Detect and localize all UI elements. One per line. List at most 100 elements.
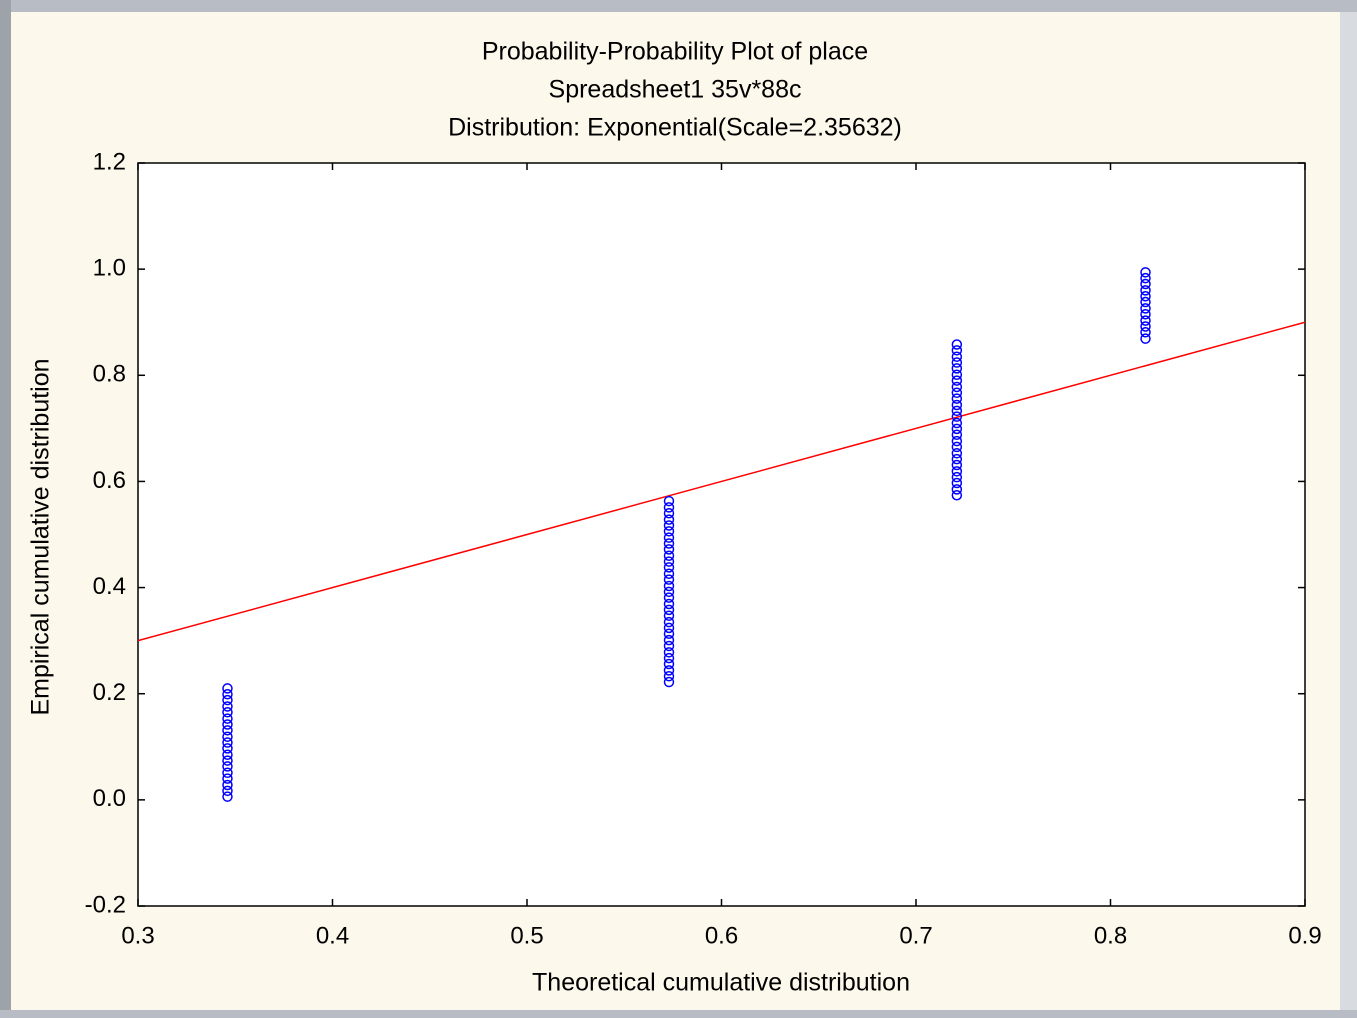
data-point [951, 453, 963, 465]
data-point [663, 652, 675, 664]
data-point [1140, 278, 1151, 290]
data-point [951, 466, 963, 477]
data-point [663, 538, 675, 549]
data-point [663, 676, 675, 688]
x-axis-label: Theoretical cumulative distribution [532, 969, 910, 997]
data-point [1140, 321, 1151, 332]
data-point [951, 471, 963, 483]
window-top-bar [0, 0, 1357, 12]
data-point [951, 441, 963, 453]
x-tick-label: 0.4 [316, 922, 349, 949]
data-point [663, 598, 675, 610]
data-point [663, 592, 675, 603]
data-point [222, 701, 233, 712]
data-point [663, 526, 675, 537]
data-point [951, 357, 963, 368]
data-point [951, 411, 963, 422]
data-point [1140, 267, 1151, 278]
y-tick-label: 0.6 [93, 467, 126, 494]
data-point [222, 731, 233, 742]
data-point [951, 405, 963, 417]
data-point [222, 767, 233, 779]
y-tick-label: 0.4 [93, 573, 126, 600]
window-bottom-bar [0, 1010, 1357, 1018]
data-point [663, 634, 675, 646]
data-point [663, 550, 675, 561]
data-point [663, 640, 675, 652]
data-point [951, 381, 963, 393]
data-point [951, 484, 963, 495]
y-tick-label: 1.0 [93, 254, 126, 281]
data-point [663, 568, 675, 580]
data-point [222, 719, 233, 730]
data-point [951, 489, 963, 501]
data-point [222, 779, 233, 791]
data-point [222, 755, 233, 766]
reference-line [137, 321, 1306, 642]
y-tick-label: 0.2 [93, 679, 126, 706]
data-point [1140, 303, 1151, 314]
x-tick-label: 0.5 [510, 922, 543, 949]
data-point [222, 713, 233, 724]
y-tick-label: 1.2 [93, 148, 126, 175]
window-right-edge [1340, 12, 1357, 1018]
data-point [663, 658, 675, 670]
data-point [1140, 285, 1151, 296]
data-point [222, 761, 233, 772]
data-point [222, 749, 233, 760]
data-point [951, 417, 963, 429]
data-point [663, 665, 675, 676]
data-point [663, 616, 675, 628]
x-tick-label: 0.3 [121, 922, 154, 949]
data-point [222, 773, 233, 784]
data-point [951, 423, 963, 435]
data-point [1140, 296, 1151, 308]
x-tick-label: 0.7 [899, 922, 932, 949]
data-point [1140, 309, 1151, 320]
data-point [1140, 315, 1151, 326]
chart-title: Probability-Probability Plot of place [482, 38, 868, 66]
x-tick-label: 0.6 [705, 922, 738, 949]
data-point [1140, 290, 1151, 302]
data-point [222, 737, 233, 748]
y-axis-label: Empirical cumulative distribution [27, 358, 55, 715]
data-point [663, 670, 675, 682]
data-point [222, 743, 233, 754]
x-tick-label: 0.9 [1288, 922, 1321, 949]
data-point [951, 351, 963, 362]
x-tick-label: 0.8 [1094, 922, 1127, 949]
chart-annotation: Distribution: Exponential(Scale=2.35632) [448, 114, 902, 142]
data-point [951, 435, 963, 447]
data-point [663, 628, 675, 639]
data-point [663, 544, 675, 555]
data-point [1140, 272, 1151, 284]
window-left-edge [0, 0, 11, 1018]
data-point [663, 495, 675, 507]
data-point [663, 532, 675, 543]
data-point [663, 574, 675, 585]
data-point [951, 477, 963, 489]
data-point [663, 647, 675, 658]
data-point [663, 580, 675, 592]
data-point [222, 694, 233, 706]
data-point [663, 520, 675, 531]
data-point [222, 688, 233, 700]
data-point [663, 514, 675, 525]
data-point [951, 345, 963, 356]
data-point [951, 459, 963, 471]
data-point [663, 586, 675, 598]
data-point [222, 725, 233, 736]
data-point [951, 399, 963, 411]
data-point [951, 339, 963, 350]
data-point [951, 369, 963, 381]
data-point [951, 387, 963, 399]
data-point [663, 556, 675, 567]
data-point [1140, 327, 1151, 338]
y-tick-label: 0.0 [93, 785, 126, 812]
data-point [951, 375, 963, 386]
data-point [951, 429, 963, 440]
data-point [222, 683, 233, 694]
data-point [222, 707, 233, 718]
data-point [663, 604, 675, 616]
